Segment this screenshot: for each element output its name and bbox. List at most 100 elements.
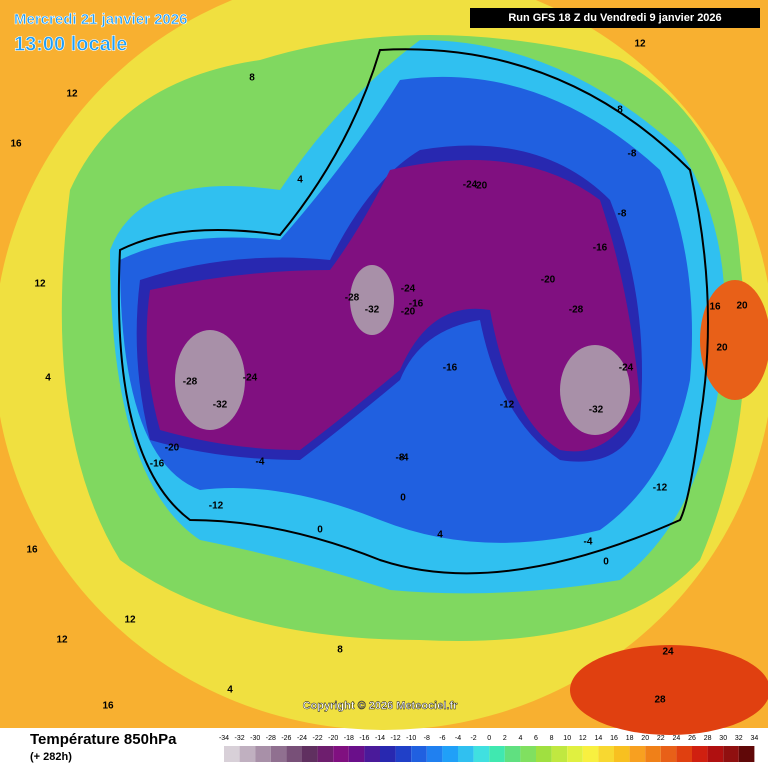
contour-label: 8 xyxy=(249,73,255,84)
zero-isotherm xyxy=(117,48,709,575)
contour-label: -28 xyxy=(183,377,198,388)
hot-zone-1 xyxy=(700,280,768,400)
scale-label: 2 xyxy=(503,735,507,742)
scale-label: 0 xyxy=(487,735,491,742)
scale-label: -14 xyxy=(375,735,385,742)
scale-label: -16 xyxy=(359,735,369,742)
contour-label: 4 xyxy=(45,373,51,384)
color-swatch xyxy=(738,746,755,762)
contour-label: 4 xyxy=(437,530,443,541)
contour-label: -24 xyxy=(401,284,416,295)
scale-label: -10 xyxy=(406,735,416,742)
scale-label: -8 xyxy=(424,735,430,742)
scale-label: 8 xyxy=(550,735,554,742)
color-swatch xyxy=(551,746,568,762)
contour-label: 16 xyxy=(102,701,114,712)
contour-label: -32 xyxy=(213,400,228,411)
scale-label: 4 xyxy=(518,735,522,742)
contour-label: -4 xyxy=(584,537,593,548)
copyright: Copyright © 2026 Meteociel.fr xyxy=(303,700,459,712)
scale-label: 30 xyxy=(719,735,727,742)
scale-label: 6 xyxy=(534,735,538,742)
color-swatch xyxy=(676,746,692,762)
color-swatch xyxy=(707,746,724,762)
date-text: Mercredi 21 janvier 2026 xyxy=(14,11,187,28)
contour-label: -12 xyxy=(653,483,668,494)
color-swatch xyxy=(426,746,443,762)
scale-label: -34 xyxy=(219,735,229,742)
contour-label: 12 xyxy=(66,89,78,100)
color-swatch xyxy=(458,746,474,762)
legend-lead: (+ 282h) xyxy=(30,751,72,763)
contour-label: 4 xyxy=(227,685,233,696)
scale-label: 34 xyxy=(751,735,759,742)
colorbar: -34 -32 -30 -2 8 -26 -24 -22 -20 -18 -16 -14 -12 -10 -… xyxy=(219,735,758,762)
color-swatch xyxy=(333,746,349,762)
color-swatch xyxy=(723,746,739,762)
color-swatch xyxy=(224,746,240,762)
contour-label: 20 xyxy=(716,343,728,354)
color-swatch xyxy=(270,746,287,762)
scale-label: 12 xyxy=(579,735,587,742)
scale-label: -2 xyxy=(470,735,476,742)
color-swatch xyxy=(239,746,256,762)
contour-label: -24 xyxy=(243,373,258,384)
scale-label: -32 xyxy=(235,735,245,742)
contour-label: -20 xyxy=(473,181,488,192)
contour-label: 0 xyxy=(400,493,406,504)
contour-label: -16 xyxy=(150,459,165,470)
scale-label: 24 xyxy=(673,735,681,742)
scale-label: -4 xyxy=(455,735,461,742)
contour-label: -32 xyxy=(589,405,604,416)
scale-label: -18 xyxy=(344,735,354,742)
contour-label: -4 xyxy=(400,453,409,464)
contour-label: 8 xyxy=(337,645,343,656)
contour-label: 0 xyxy=(603,557,609,568)
scale-label: -22 xyxy=(313,735,323,742)
contour-label: 28 xyxy=(654,695,666,706)
color-swatch xyxy=(645,746,661,762)
core-3 xyxy=(560,345,630,435)
contour-label: 8 xyxy=(617,105,623,116)
scale-label: 26 xyxy=(688,735,696,742)
color-swatch xyxy=(380,746,396,762)
color-swatch xyxy=(411,746,427,762)
color-swatch xyxy=(395,746,412,762)
contour-label: -20 xyxy=(165,443,180,454)
contour-label: 20 xyxy=(736,301,748,312)
contour-label: 16 xyxy=(709,302,721,313)
contour-label: -12 xyxy=(209,501,224,512)
scale-label: -24 xyxy=(297,735,307,742)
color-swatch xyxy=(255,746,271,762)
contour-label: 24 xyxy=(662,647,674,658)
scale-label: -6 xyxy=(439,735,445,742)
scale-label: -20 xyxy=(328,735,338,742)
color-swatch xyxy=(302,746,318,762)
scale-label: -30 xyxy=(250,735,260,742)
core-1 xyxy=(175,330,245,430)
contour-label: -24 xyxy=(619,363,634,374)
contour-label: -20 xyxy=(541,275,556,286)
map-labels: -32-28 -24-20-16-12-32-28-24-20-16-32-28-… xyxy=(10,39,748,712)
contour-label: 16 xyxy=(10,139,22,150)
contour-label: -8 xyxy=(618,209,627,220)
color-swatch xyxy=(536,746,552,762)
contour-label: -12 xyxy=(500,400,515,411)
color-swatch xyxy=(582,746,599,762)
contour-label: 12 xyxy=(634,39,646,50)
time-text: 13:00 locale xyxy=(14,33,127,55)
color-swatch xyxy=(442,746,458,762)
scale-label: 18 xyxy=(626,735,634,742)
contour-label: -8 xyxy=(628,149,637,160)
contour-label: 12 xyxy=(56,635,68,646)
contour-label: -16 xyxy=(593,243,608,254)
scale-label: 10 xyxy=(563,735,571,742)
color-swatch xyxy=(567,746,583,762)
contour-label: -16 xyxy=(409,299,424,310)
color-swatch xyxy=(364,746,380,762)
scale-label: -26 xyxy=(281,735,291,742)
color-swatch xyxy=(317,746,334,762)
scale-label: 28 xyxy=(704,735,712,742)
scale-label: -12 xyxy=(391,735,401,742)
